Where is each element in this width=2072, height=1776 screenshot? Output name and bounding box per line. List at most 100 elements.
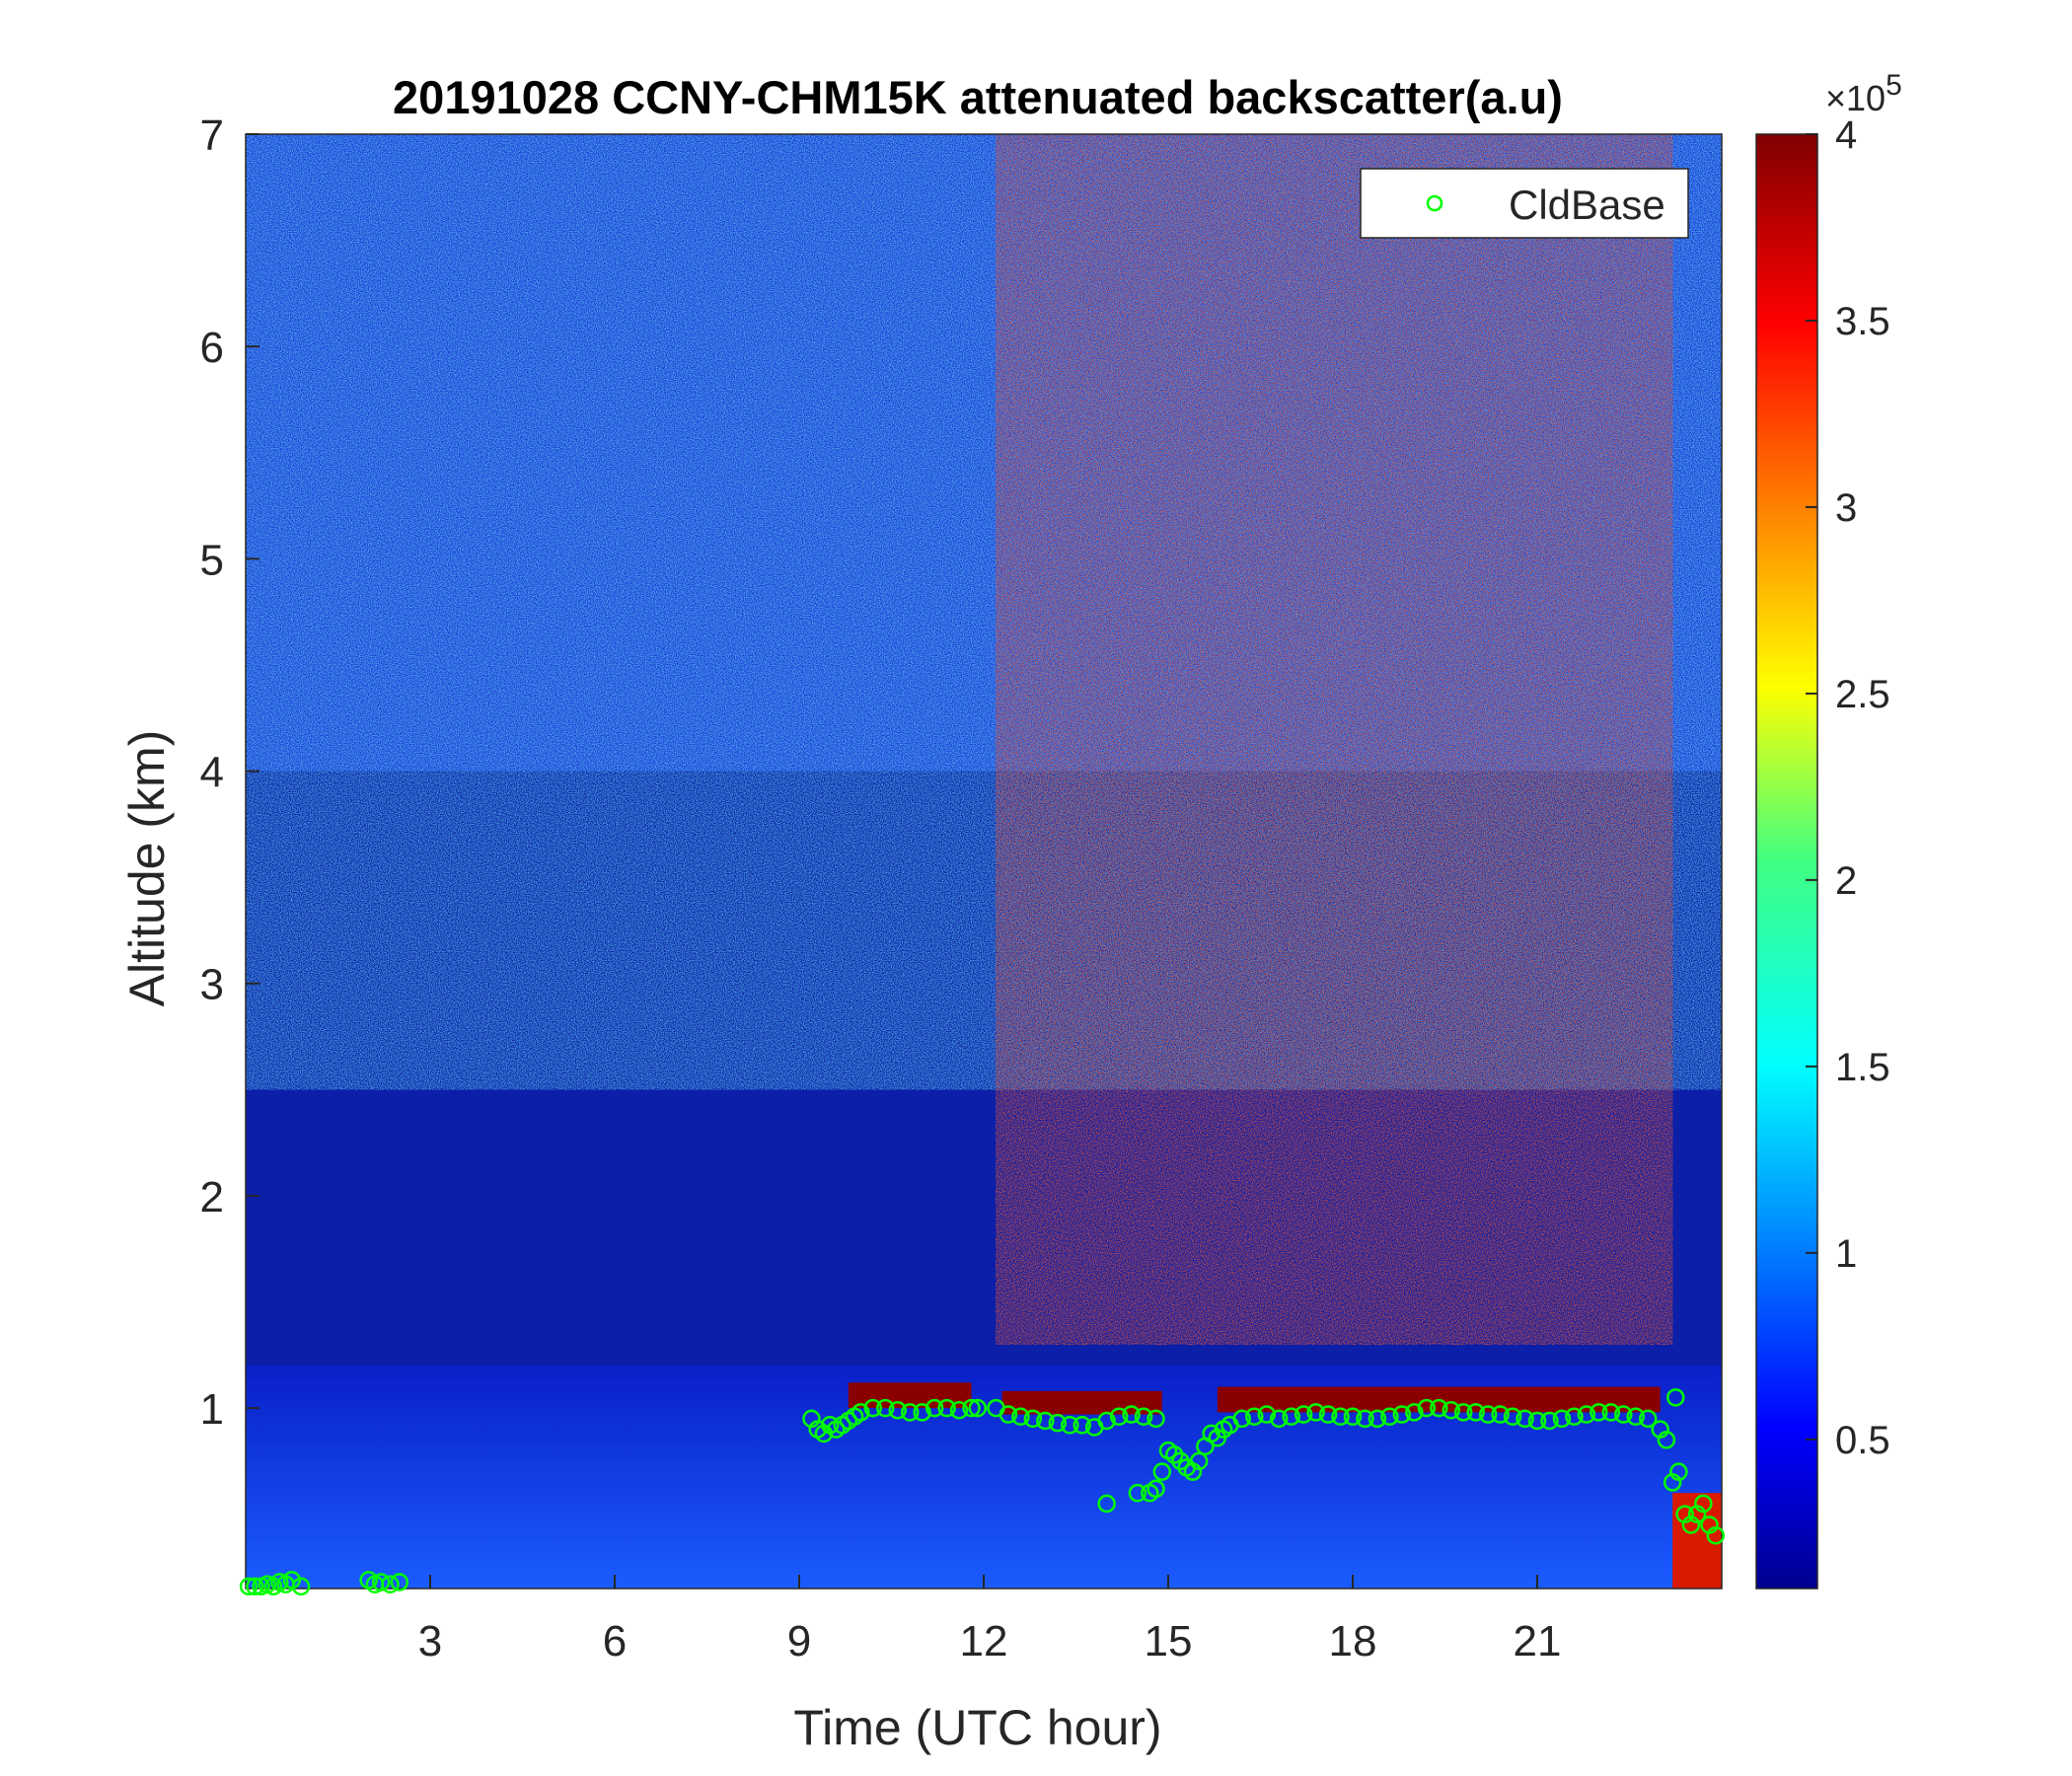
y-tick-label: 2 [200, 1173, 224, 1221]
cldbase-marker [1516, 1409, 1534, 1429]
x-tick-label: 3 [418, 1617, 442, 1665]
cldbase-marker [1380, 1407, 1399, 1426]
x-tick-label: 9 [787, 1617, 811, 1665]
cldbase-marker [1478, 1405, 1498, 1424]
cldbase-marker [1257, 1405, 1276, 1424]
cldbase-marker [1694, 1494, 1713, 1514]
cldbase-marker [1614, 1405, 1633, 1424]
cldbase-marker [1503, 1407, 1522, 1426]
cldbase-marker [1657, 1431, 1676, 1449]
cldbase-marker [1269, 1409, 1289, 1429]
cldbase-marker [1122, 1405, 1141, 1424]
cldbase-marker [1626, 1407, 1645, 1426]
cldbase-marker [1565, 1407, 1584, 1426]
colorbar-tick-label: 2 [1835, 859, 1857, 903]
cldbase-marker [246, 1577, 264, 1596]
y-tick-label: 4 [200, 749, 224, 797]
chart-title: 20191028 CCNY-CHM15K attenuated backscat… [393, 71, 1563, 123]
cldbase-marker [1638, 1409, 1658, 1429]
cldbase-marker [1245, 1407, 1264, 1426]
cldbase-marker [1164, 1445, 1184, 1464]
y-tick-label: 1 [200, 1385, 224, 1434]
cldbase-marker [1491, 1405, 1510, 1424]
legend-entry-cldbase: CldBase [1509, 182, 1665, 228]
cldbase-marker [1232, 1409, 1252, 1429]
colorbar-tick-label: 1 [1835, 1232, 1857, 1276]
cldbase-marker [876, 1398, 895, 1418]
cldbase-marker [1453, 1403, 1473, 1422]
cldbase-marker [1061, 1416, 1079, 1435]
cldbase-marker [937, 1398, 956, 1418]
cldbase-marker [1356, 1409, 1374, 1429]
cldbase-marker [925, 1398, 944, 1418]
y-axis-label: Altitude (km) [119, 730, 175, 1007]
colorbar-tick-label: 3.5 [1835, 300, 1890, 343]
y-tick-label: 6 [200, 324, 224, 372]
cldbase-marker [1392, 1405, 1412, 1424]
colorbar-gradient [1755, 133, 1818, 1590]
cldbase-marker [1669, 1462, 1688, 1481]
x-axis-ticks: 3 6 9 12 15 18 21 [418, 1575, 1561, 1665]
cldbase-marker [1171, 1451, 1190, 1471]
y-tick-label: 7 [200, 111, 224, 160]
colorbar-multiplier-base: ×10 [1825, 78, 1886, 118]
cldbase-marker [1318, 1405, 1338, 1424]
cldbase-marker [1282, 1407, 1300, 1426]
cldbase-marker [999, 1405, 1018, 1424]
cldbase-marker [282, 1571, 301, 1590]
cldbase-marker [1552, 1409, 1572, 1429]
colorbar-multiplier: ×105 [1825, 69, 1902, 118]
cldbase-marker [381, 1575, 400, 1593]
cldbase-marker [1036, 1411, 1055, 1431]
cldbase-marker [1343, 1407, 1363, 1426]
cldbase-marker [1666, 1388, 1685, 1407]
y-axis-ticks: 1 2 3 4 5 6 7 [200, 111, 259, 1434]
cldbase-marker [1011, 1407, 1030, 1426]
x-tick-label: 15 [1145, 1617, 1193, 1665]
cldbase-marker [1442, 1400, 1460, 1420]
cldbase-marker [1368, 1409, 1387, 1429]
legend: CldBase [1360, 168, 1689, 239]
legend-marker-icon [1426, 194, 1443, 212]
x-axis-label: Time (UTC hour) [793, 1700, 1161, 1755]
cldbase-marker [1590, 1403, 1608, 1422]
x-tick-label: 12 [960, 1617, 1008, 1665]
cldbase-marker [1134, 1407, 1153, 1426]
cldbase-marker [1540, 1411, 1559, 1431]
cldbase-marker [968, 1398, 988, 1418]
heatmap-high-signal-region [996, 134, 1673, 1345]
cldbase-marker [962, 1398, 981, 1418]
cldbase-marker [390, 1573, 409, 1591]
cldbase-marker [1097, 1494, 1116, 1514]
cldbase-marker [1147, 1409, 1165, 1429]
cldbase-marker [1109, 1407, 1129, 1426]
cldbase-marker [1128, 1483, 1147, 1503]
legend-box [1360, 168, 1689, 239]
cldbase-marker [239, 1577, 259, 1596]
colorbar-tick-label: 3 [1835, 486, 1857, 530]
cldbase-marker [1577, 1405, 1596, 1424]
colorbar-multiplier-exponent: 5 [1886, 69, 1902, 102]
cldbase-marker [1601, 1403, 1621, 1422]
cldbase-marker [1073, 1416, 1091, 1435]
x-tick-label: 6 [603, 1617, 627, 1665]
cldbase-marker [1466, 1403, 1485, 1422]
cldbase-marker [900, 1403, 920, 1422]
cldbase-markers [239, 1388, 1726, 1596]
cldbase-marker [291, 1577, 311, 1596]
colorbar-tick-label: 4 [1835, 113, 1857, 157]
colorbar-ticks: 0.5 1 1.5 2 2.5 3 3.5 4 [1806, 113, 1890, 1462]
cldbase-marker [1023, 1409, 1043, 1429]
cldbase-marker [1152, 1462, 1172, 1481]
cldbase-marker [888, 1400, 907, 1420]
x-tick-label: 18 [1329, 1617, 1377, 1665]
cldbase-marker [1097, 1411, 1116, 1431]
cldbase-marker [1417, 1398, 1437, 1418]
cldbase-marker [1405, 1403, 1424, 1422]
cldbase-marker [1331, 1407, 1350, 1426]
colorbar-tick-label: 2.5 [1835, 673, 1890, 716]
cldbase-marker [1706, 1525, 1726, 1545]
cldbase-marker [1430, 1398, 1448, 1418]
cldbase-marker [1189, 1451, 1209, 1471]
